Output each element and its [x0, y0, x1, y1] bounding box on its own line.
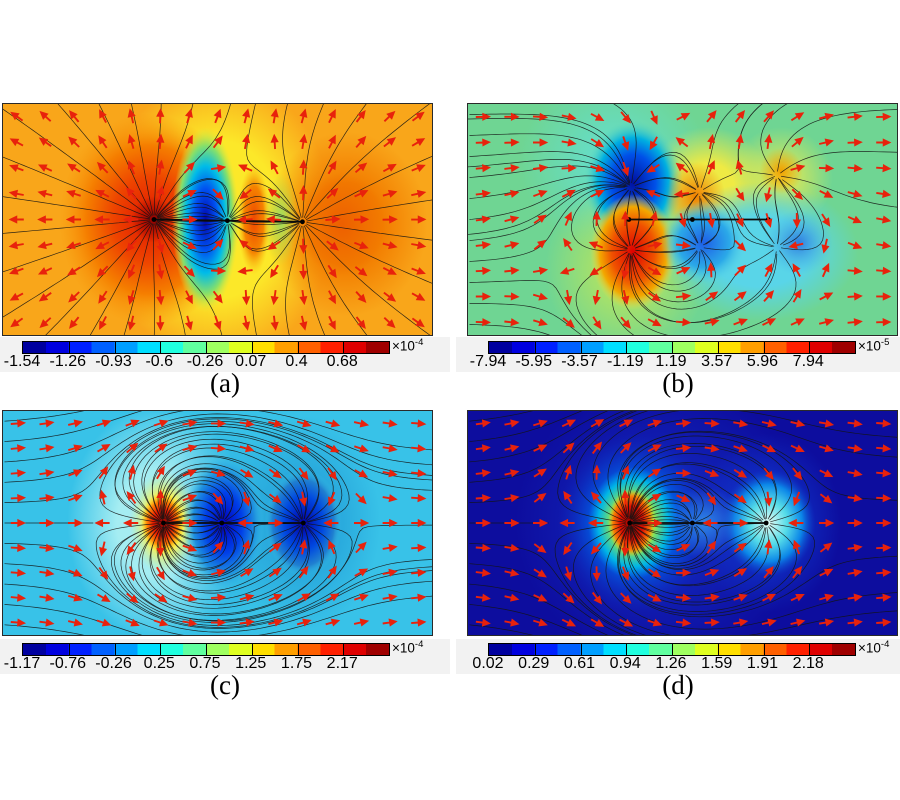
- colorbar-tick-label: -5.95: [515, 353, 552, 370]
- colorbar-tick-label: 2.17: [326, 655, 358, 672]
- colorbar-tick-label: -1.54: [3, 353, 41, 370]
- field-plot-canvas: [468, 104, 897, 335]
- panel-a-field-plot: [2, 103, 433, 336]
- colorbar-exponent: ×10-4: [392, 337, 423, 354]
- field-plot-canvas: [3, 104, 432, 335]
- colorbar-tick-labels: -1.54 -1.26 -0.93 -0.6 -0.26 0.07 0.4 0.68: [4, 353, 388, 371]
- colorbar-tick-mark: [251, 342, 253, 353]
- colorbar-tick-mark: [251, 644, 253, 655]
- colorbar-tick-label: 0.25: [143, 655, 175, 672]
- colorbar-tick-label: 1.19: [655, 353, 687, 370]
- colorbar-tick-label: -1.17: [3, 655, 41, 672]
- colorbar-tick-mark: [809, 644, 811, 655]
- colorbar-tick-mark: [343, 644, 345, 655]
- panel-d-caption: (d): [662, 670, 694, 700]
- panel-a-colorbar: ×10-4 -1.54 -1.26 -0.93 -0.6 -0.26 0.07 0.4 0.6…: [0, 337, 450, 372]
- colorbar-tick-mark: [160, 342, 162, 353]
- colorbar-tick-mark: [534, 644, 536, 655]
- colorbar-tick-mark: [68, 342, 70, 353]
- colorbar-tick-label: -1.26: [49, 353, 86, 370]
- colorbar-tick-labels: 0.02 0.29 0.61 0.94 1.26 1.59 1.91 2.18: [472, 655, 854, 673]
- colorbar-tick-mark: [343, 342, 345, 353]
- field-plot-canvas: [3, 411, 432, 635]
- colorbar-tick-label: -7.94: [469, 353, 507, 370]
- colorbar-tick-mark: [626, 342, 628, 353]
- colorbar-tick-label: 0.75: [189, 655, 221, 672]
- exponent-base: ×10: [858, 338, 881, 354]
- colorbar-tick-mark: [763, 342, 765, 353]
- colorbar-tick-mark: [809, 342, 811, 353]
- colorbar-exponent: ×10-5: [858, 337, 889, 354]
- colorbar-tick-mark: [160, 644, 162, 655]
- colorbar-tick-mark: [672, 644, 673, 655]
- colorbar-tick-mark: [114, 342, 116, 353]
- colorbar-tick-label: -3.57: [561, 353, 598, 370]
- panel-d-field-plot: [467, 410, 898, 636]
- colorbar-tick-label: -0.26: [95, 655, 132, 672]
- colorbar-tick-label: 1.59: [701, 655, 733, 672]
- colorbar-tick-label: 0.61: [563, 655, 596, 672]
- colorbar-gradient: [488, 341, 856, 354]
- colorbar-tick-label: 1.25: [235, 655, 267, 672]
- exponent-power: -5: [880, 337, 890, 348]
- colorbar-tick-label: -0.26: [186, 353, 224, 370]
- exponent-power: -4: [414, 337, 424, 348]
- colorbar-tick-mark: [534, 342, 536, 353]
- exponent-power: -4: [880, 639, 890, 650]
- panel-c-caption: (c): [210, 670, 240, 700]
- colorbar-tick-mark: [206, 644, 207, 655]
- colorbar-exponent: ×10-4: [858, 639, 889, 656]
- colorbar-gradient: [488, 643, 856, 656]
- colorbar-tick-label: 3.57: [701, 353, 733, 370]
- colorbar-tick-label: 0.68: [326, 353, 358, 370]
- colorbar-tick-label: -1.19: [607, 353, 644, 370]
- colorbar-tick-mark: [68, 644, 70, 655]
- exponent-base: ×10: [392, 640, 415, 656]
- colorbar-exponent: ×10-4: [392, 639, 423, 656]
- exponent-power: -4: [414, 639, 424, 650]
- colorbar-tick-label: 1.91: [746, 655, 779, 672]
- colorbar-tick-mark: [626, 644, 628, 655]
- colorbar-tick-labels: -7.94 -5.95 -3.57 -1.19 1.19 3.57 5.96 7.94: [470, 353, 854, 371]
- colorbar-tick-labels: -1.17 -0.76 -0.26 0.25 0.75 1.25 1.75 2.17: [4, 655, 388, 673]
- colorbar-tick-label: 0.4: [285, 353, 308, 370]
- panel-b-colorbar: ×10-5 -7.94 -5.95 -3.57 -1.19 1.19 3.57 5.96 7.…: [456, 337, 900, 372]
- colorbar-gradient: [22, 643, 390, 656]
- colorbar-tick-label: 0.29: [518, 655, 550, 672]
- colorbar-tick-mark: [580, 644, 582, 655]
- colorbar-tick-label: 2.18: [792, 655, 824, 672]
- exponent-base: ×10: [392, 338, 415, 354]
- colorbar-tick-mark: [717, 342, 719, 353]
- field-plot-canvas: [468, 411, 897, 635]
- colorbar-tick-label: 1.75: [280, 655, 313, 672]
- panel-d-colorbar: ×10-4 0.02 0.29 0.61 0.94 1.26 1.59 1.91 2.18: [456, 639, 900, 674]
- colorbar-tick-label: 0.94: [609, 655, 641, 672]
- colorbar-tick-label: 5.96: [746, 353, 779, 370]
- colorbar-tick-label: 7.94: [792, 353, 824, 370]
- colorbar-tick-mark: [672, 342, 673, 353]
- panel-b-caption: (b): [662, 368, 694, 398]
- colorbar-tick-mark: [580, 342, 582, 353]
- colorbar-tick-mark: [763, 644, 765, 655]
- colorbar-tick-mark: [297, 644, 299, 655]
- colorbar-tick-mark: [297, 342, 299, 353]
- panel-c-colorbar: ×10-4 -1.17 -0.76 -0.26 0.25 0.75 1.25 1.75 2.1…: [0, 639, 450, 674]
- colorbar-gradient: [22, 341, 390, 354]
- colorbar-tick-label: -0.93: [95, 353, 132, 370]
- colorbar-tick-mark: [206, 342, 207, 353]
- colorbar-tick-label: 1.26: [655, 655, 687, 672]
- colorbar-tick-mark: [114, 644, 116, 655]
- colorbar-tick-label: -0.76: [49, 655, 86, 672]
- colorbar-tick-mark: [717, 644, 719, 655]
- colorbar-tick-label: 0.02: [472, 655, 504, 672]
- colorbar-tick-label: 0.07: [235, 353, 267, 370]
- colorbar-tick-label: -0.6: [145, 353, 174, 370]
- panel-c-field-plot: [2, 410, 433, 636]
- panel-a-caption: (a): [210, 368, 240, 398]
- exponent-base: ×10: [858, 640, 881, 656]
- panel-b-field-plot: [467, 103, 898, 336]
